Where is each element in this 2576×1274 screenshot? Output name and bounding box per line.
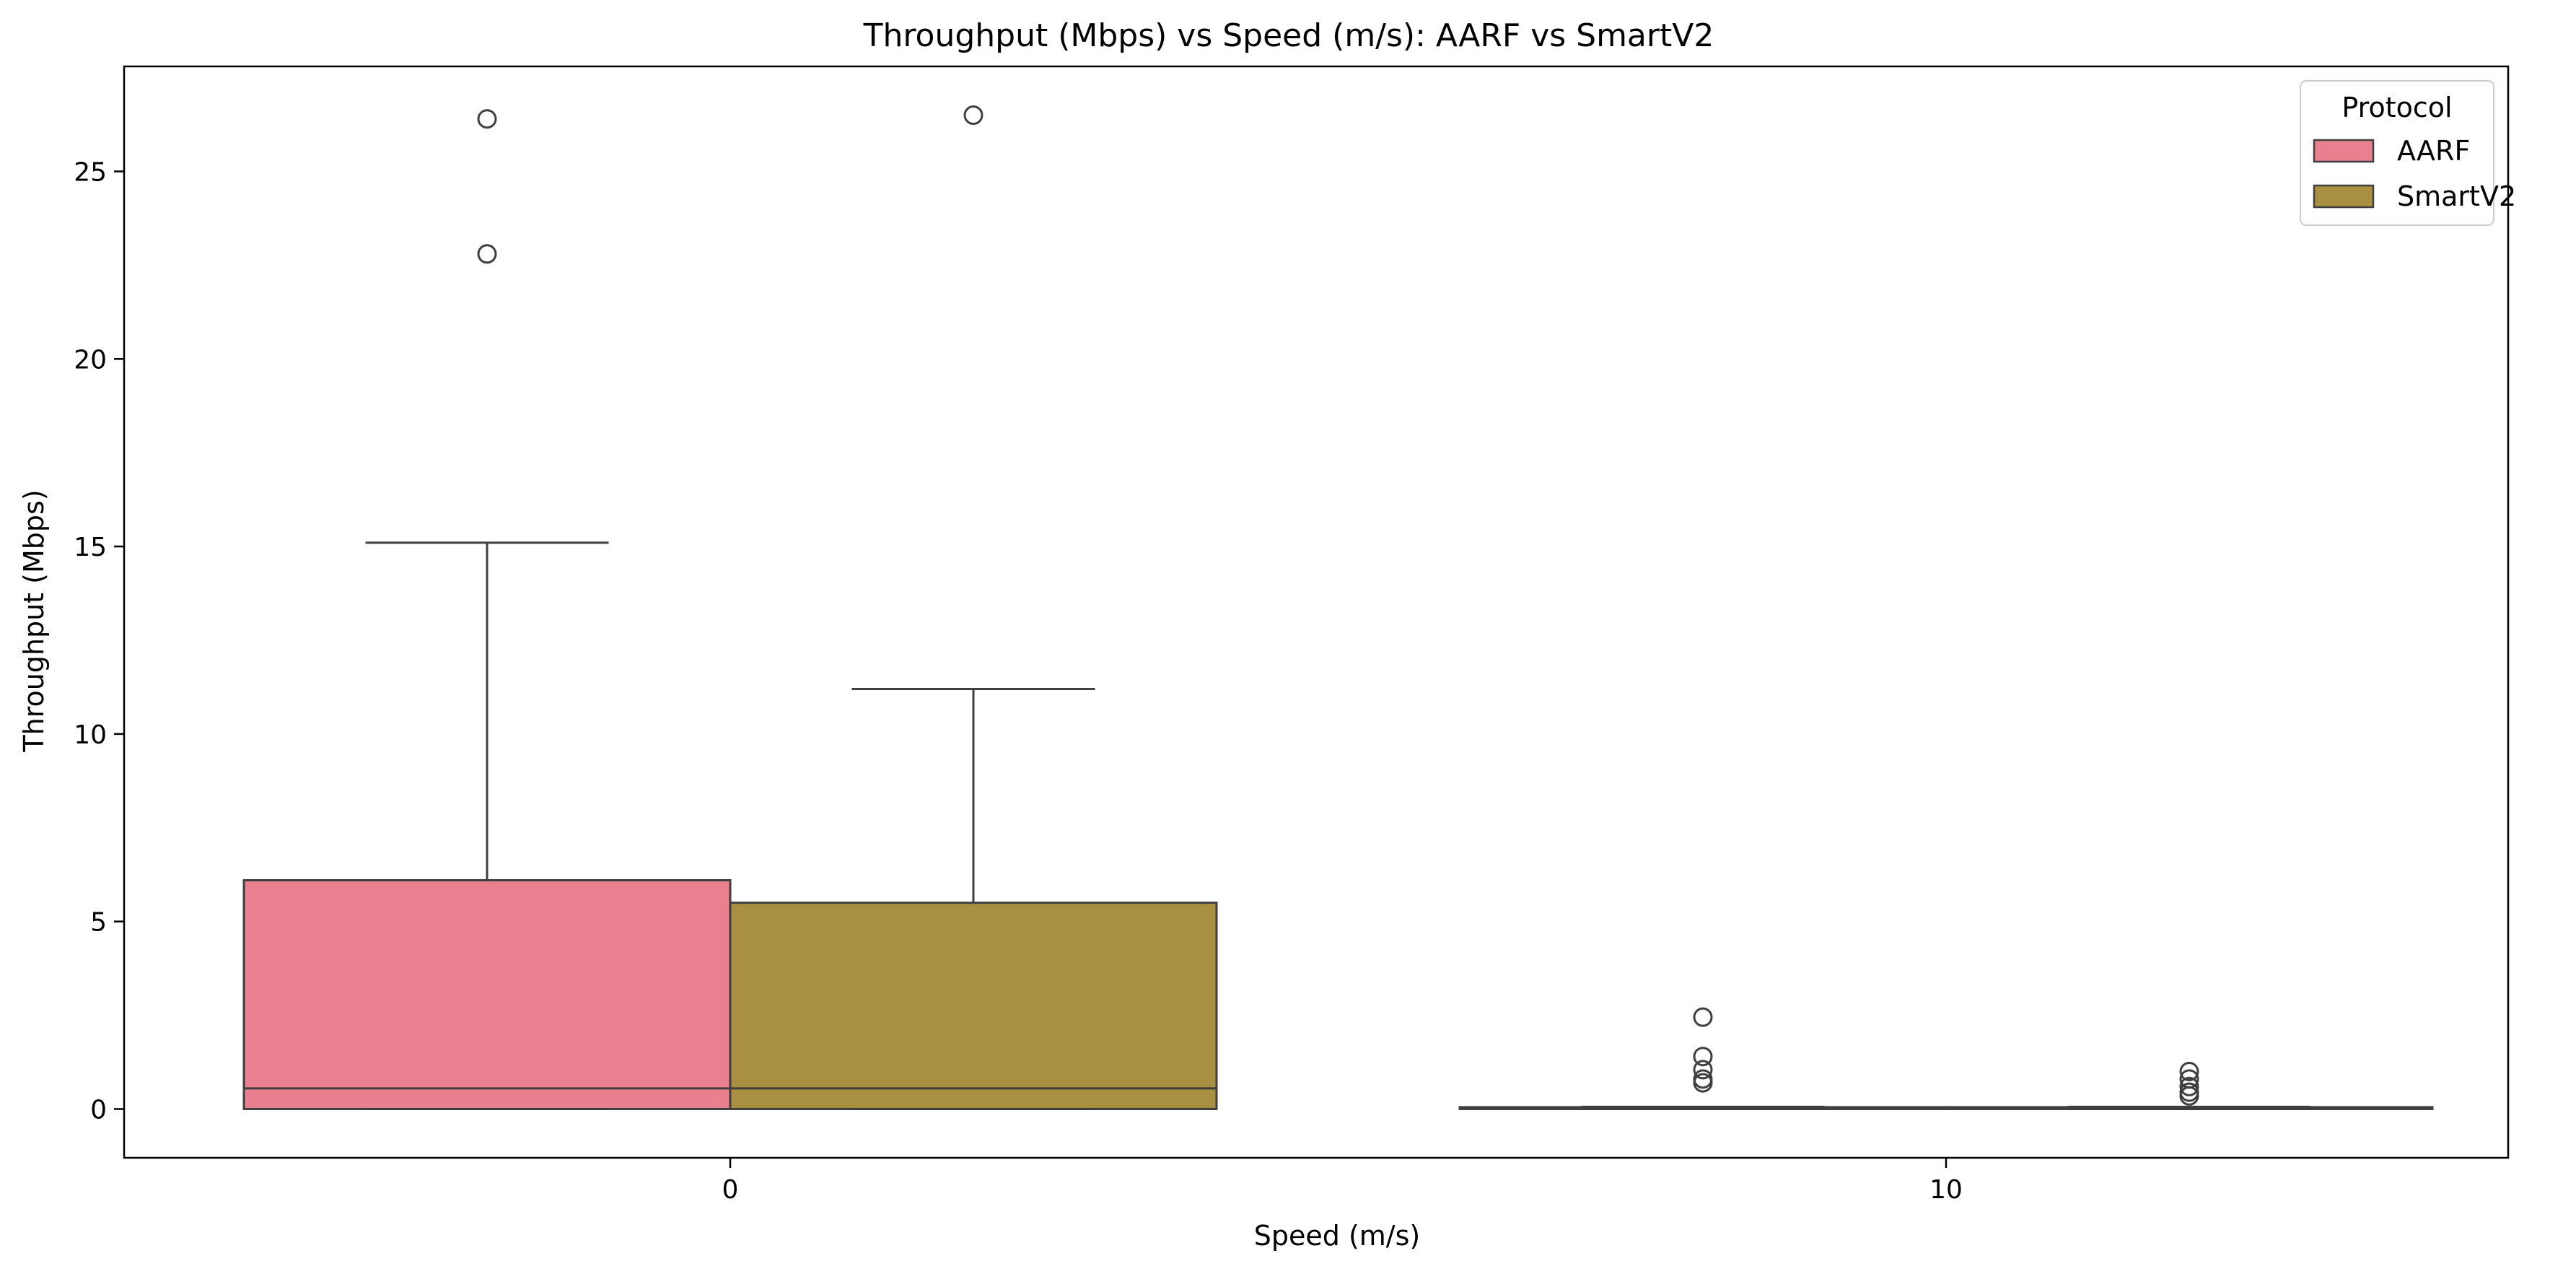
plot-frame	[123, 65, 2510, 1159]
legend-swatch-smartv2	[2313, 184, 2375, 209]
outlier-aarf-0-1	[477, 244, 497, 264]
legend-title: Protocol	[2341, 92, 2452, 123]
outlier-smartv2-10-0	[2179, 1061, 2199, 1081]
legend: Protocol AARF SmartV2	[2300, 80, 2516, 226]
y-tick-label-5: 5	[90, 908, 107, 938]
y-tick-label-25: 25	[74, 157, 107, 187]
x-tick-label-0: 0	[722, 1175, 739, 1205]
y-tick-label-20: 20	[74, 345, 107, 375]
box-smartv2-0	[729, 902, 1218, 1110]
y-tick-label-15: 15	[74, 533, 107, 562]
outlier-smartv2-10-2	[2179, 1076, 2199, 1096]
legend-label-smartv2: SmartV2	[2397, 180, 2516, 212]
x-axis-label: Speed (m/s)	[1254, 1220, 1420, 1252]
outlier-aarf-0-0	[477, 109, 497, 129]
legend-swatch-aarf	[2313, 139, 2375, 163]
legend-label-aarf: AARF	[2397, 135, 2470, 167]
outlier-aarf-10-1	[1693, 1047, 1713, 1067]
outlier-smartv2-0-0	[963, 105, 983, 126]
box-aarf-0	[242, 879, 732, 1110]
axes: 0 5 10 15 20 25 0 10	[74, 157, 1963, 1205]
outlier-aarf-10-2	[1693, 1060, 1713, 1080]
y-tick-label-10: 10	[74, 720, 107, 750]
outlier-aarf-10-4	[1693, 1073, 1713, 1093]
outlier-smartv2-10-4	[2179, 1086, 2199, 1106]
plot-area	[242, 105, 2434, 1110]
y-axis-label: Throughput (Mbps)	[18, 489, 50, 752]
chart-title: Throughput (Mbps) vs Speed (m/s): AARF v…	[863, 17, 1714, 54]
outlier-aarf-10-0	[1693, 1007, 1713, 1027]
x-tick-label-10: 10	[1929, 1175, 1963, 1205]
y-tick-label-0: 0	[90, 1095, 107, 1125]
